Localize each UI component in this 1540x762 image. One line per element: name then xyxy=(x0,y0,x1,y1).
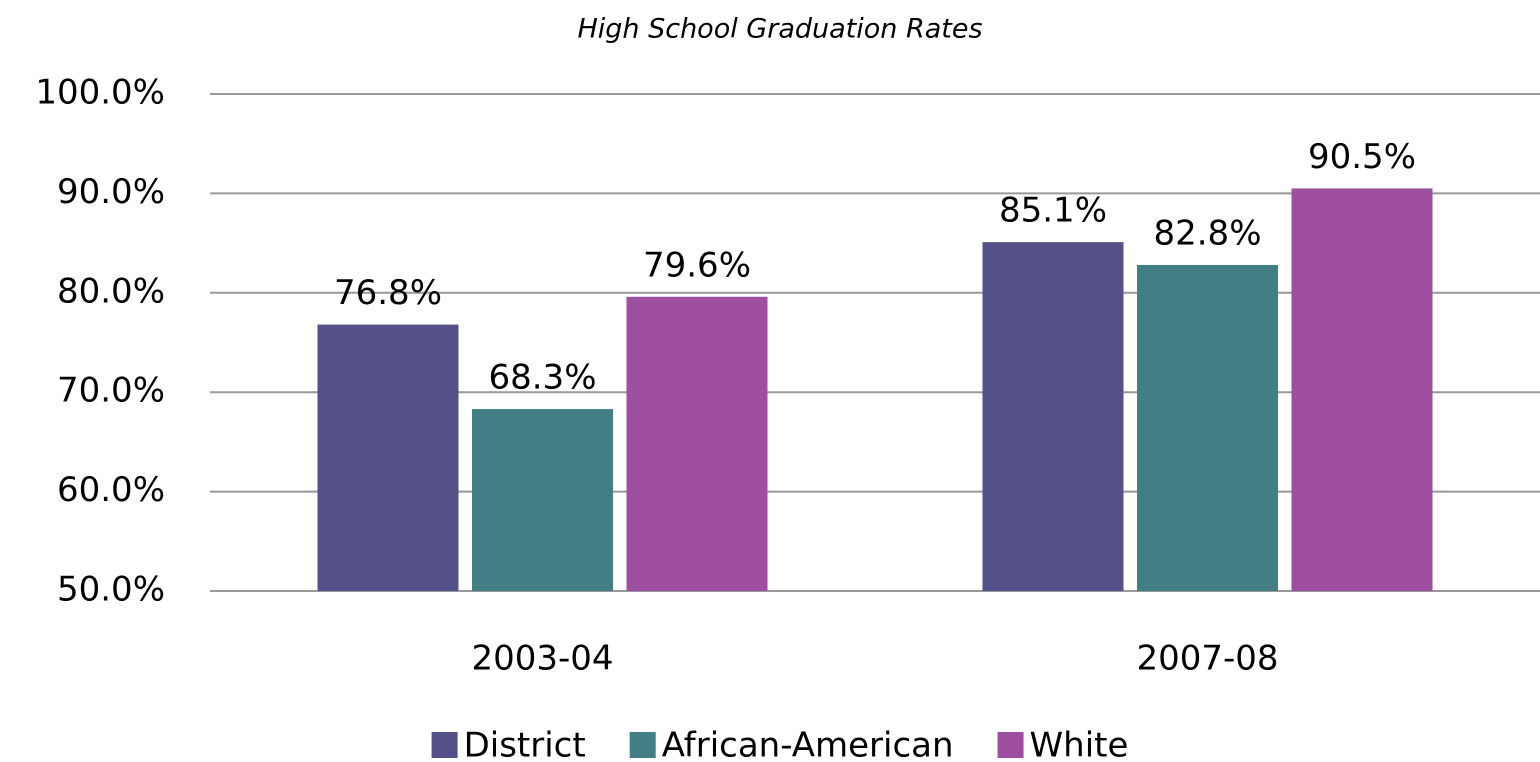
bar xyxy=(472,409,613,591)
legend-label: District xyxy=(464,726,586,762)
legend-label: White xyxy=(1030,726,1129,762)
bar xyxy=(982,242,1124,591)
y-tick-label: 80.0% xyxy=(57,271,165,311)
legend-label: African-American xyxy=(662,726,954,762)
y-tick-label: 90.0% xyxy=(57,172,165,212)
bar xyxy=(317,324,459,591)
legend-swatch xyxy=(629,732,656,758)
bar xyxy=(1291,188,1433,591)
value-label: 85.1% xyxy=(999,191,1107,231)
bar xyxy=(626,296,768,591)
x-tick-label: 2007-08 xyxy=(1136,639,1278,679)
y-tick-label: 70.0% xyxy=(57,371,165,411)
y-tick-label: 100.0% xyxy=(35,73,165,113)
value-label: 90.5% xyxy=(1308,137,1416,177)
value-label: 68.3% xyxy=(488,358,596,398)
y-tick-label: 60.0% xyxy=(57,470,165,510)
legend-swatch xyxy=(997,732,1024,758)
value-label: 79.6% xyxy=(643,245,751,285)
y-tick-label: 50.0% xyxy=(57,570,165,610)
legend-swatch xyxy=(431,732,458,758)
x-tick-label: 2003-04 xyxy=(471,639,613,679)
value-label: 76.8% xyxy=(334,273,442,313)
value-label: 82.8% xyxy=(1153,213,1261,253)
bar xyxy=(1137,264,1278,591)
chart-title: High School Graduation Rates xyxy=(577,14,982,45)
